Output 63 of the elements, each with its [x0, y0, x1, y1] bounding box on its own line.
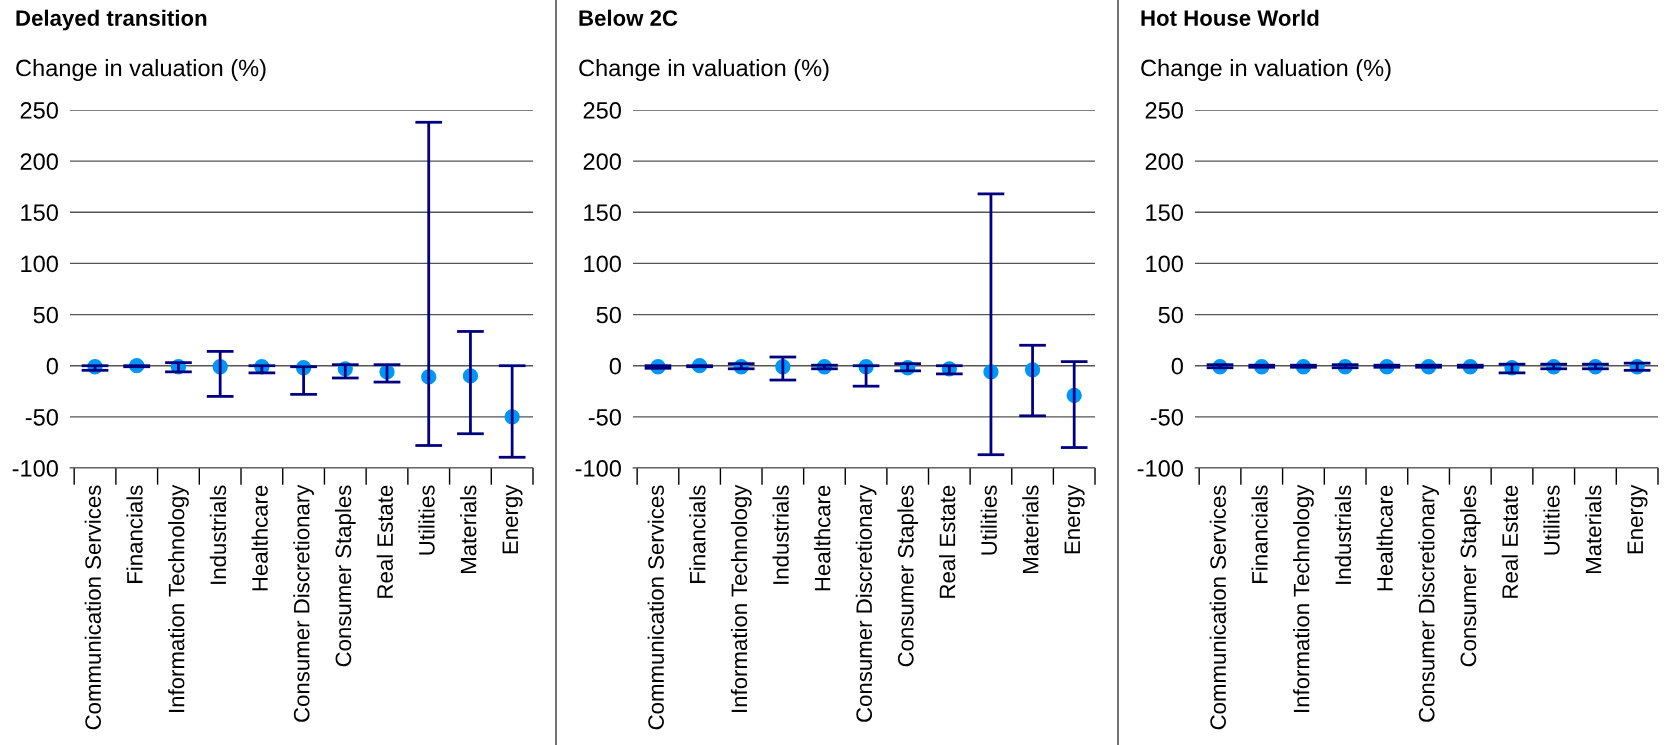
x-tick-label: Consumer Staples	[334, 485, 356, 667]
y-tick-label: 250	[583, 102, 621, 119]
y-tick-label: -50	[1150, 408, 1183, 426]
x-tick-label: Utilities	[980, 485, 997, 555]
x-tick-label: Communication Services	[84, 485, 101, 730]
y-tick-label: -50	[25, 408, 58, 426]
y-tick-label: -100	[1137, 460, 1183, 477]
x-tick-label: Consumer Staples	[897, 485, 919, 667]
x-tick-label: Consumer Discretionary	[293, 484, 314, 722]
x-tick-label: Financials	[1251, 485, 1268, 583]
x-tick-label: Information Technology	[730, 484, 752, 712]
y-tick-label: -100	[12, 460, 58, 477]
y-tick-label: 50	[33, 306, 58, 324]
x-tick-label: Consumer Discretionary	[855, 484, 877, 722]
y-tick-label: 0	[46, 357, 58, 375]
y-tick-label: 150	[21, 204, 58, 222]
y-axis-title: Change in valuation (%)	[1141, 59, 1391, 81]
x-tick-label: Healthcare	[251, 485, 268, 591]
y-tick-label: 250	[20, 102, 58, 119]
y-tick-label: 150	[1146, 204, 1183, 222]
x-tick-label: Materials	[460, 485, 477, 573]
x-tick-label: Utilities	[418, 485, 435, 555]
x-tick-label: Healthcare	[1376, 485, 1393, 591]
x-tick-label: Consumer Staples	[1459, 485, 1481, 667]
y-tick-label: 50	[596, 306, 621, 324]
x-tick-label: Industrials	[209, 485, 227, 584]
x-tick-label: Real Estate	[1501, 485, 1518, 598]
x-tick-label: Industrials	[1334, 485, 1352, 584]
x-tick-label: Healthcare	[814, 485, 831, 591]
y-tick-label: 200	[1145, 153, 1183, 170]
x-tick-label: Information Technology	[1293, 484, 1314, 712]
y-tick-label: 100	[1146, 255, 1183, 273]
y-tick-label: 200	[20, 153, 58, 170]
x-tick-label: Materials	[1585, 485, 1602, 573]
x-tick-label: Real Estate	[938, 485, 956, 598]
x-tick-label: Consumer Discretionary	[1418, 484, 1439, 722]
y-tick-label: -50	[588, 408, 621, 426]
x-tick-label: Financials	[689, 485, 706, 583]
y-tick-label: 0	[1171, 357, 1183, 375]
x-tick-label: Financials	[126, 485, 143, 583]
y-tick-label: 100	[21, 255, 58, 273]
x-tick-label: Energy	[1064, 484, 1085, 554]
x-tick-label: Communication Services	[647, 485, 664, 730]
y-tick-label: 0	[609, 357, 621, 375]
x-tick-label: Energy	[1627, 484, 1648, 554]
y-tick-label: 50	[1158, 306, 1183, 324]
x-tick-label: Information Technology	[168, 484, 189, 712]
x-tick-label: Materials	[1022, 485, 1039, 573]
x-tick-label: Communication Services	[1209, 485, 1226, 730]
x-tick-label: Real Estate	[376, 485, 393, 598]
x-tick-label: Industrials	[772, 485, 789, 584]
y-tick-label: 150	[584, 204, 621, 222]
x-tick-label: Utilities	[1543, 485, 1560, 555]
chart-title: Below 2C	[579, 9, 678, 26]
y-tick-label: 100	[584, 255, 621, 273]
y-axis-title: Change in valuation (%)	[579, 59, 829, 81]
x-tick-label: Energy	[502, 484, 523, 554]
chart-title: Delayed transition	[16, 9, 207, 31]
y-tick-label: 250	[1145, 102, 1183, 119]
y-tick-label: -100	[575, 460, 621, 477]
chart-title: Hot House World	[1141, 9, 1319, 26]
y-axis-title: Change in valuation (%)	[16, 59, 266, 81]
y-tick-label: 200	[583, 153, 621, 170]
